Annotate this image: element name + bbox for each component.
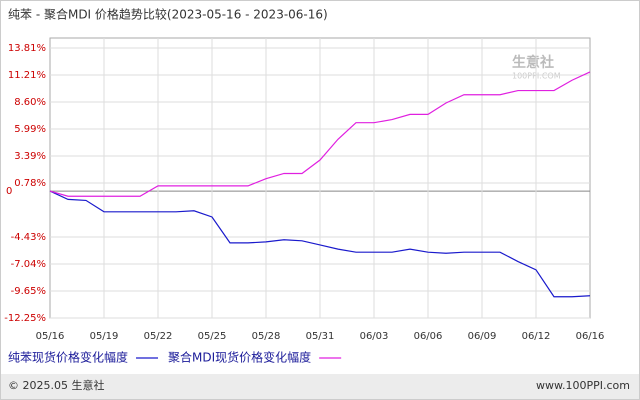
legend-label: 纯苯现货价格变化幅度: [8, 350, 128, 365]
y-tick-label: 5.99%: [14, 124, 46, 135]
x-tick-label: 06/03: [360, 331, 389, 342]
x-tick-label: 05/16: [36, 331, 65, 342]
x-tick-label: 05/22: [144, 331, 173, 342]
y-tick-label: 3.39%: [14, 151, 46, 162]
y-tick-label: -12.25%: [4, 313, 46, 324]
legend-label: 聚合MDI现货价格变化幅度: [168, 350, 311, 365]
y-tick-label: 0: [6, 186, 12, 197]
x-tick-label: 06/16: [576, 331, 605, 342]
y-tick-label: -9.65%: [11, 286, 46, 297]
footer-copyright: © 2025.05 生意社: [8, 378, 104, 392]
y-tick-label: -7.04%: [11, 259, 46, 270]
x-tick-label: 05/31: [306, 331, 335, 342]
x-tick-label: 06/12: [522, 331, 551, 342]
series-line: [49, 190, 591, 298]
y-tick-label: 0.78%: [14, 178, 46, 189]
x-tick-label: 05/25: [198, 331, 227, 342]
y-tick-label: 8.60%: [14, 97, 46, 108]
y-tick-label: 11.21%: [8, 70, 46, 81]
y-tick-label: 13.81%: [8, 43, 46, 54]
watermark-brand: 生意社: [512, 54, 554, 71]
x-tick-label: 05/19: [90, 331, 119, 342]
y-tick-label: -4.43%: [11, 232, 46, 243]
series-line: [49, 71, 591, 197]
chart-title: 纯苯 - 聚合MDI 价格趋势比较(2023-05-16 - 2023-06-1…: [8, 7, 328, 22]
x-tick-label: 06/09: [468, 331, 497, 342]
footer-site: www.100PPI.com: [536, 379, 630, 392]
x-tick-label: 05/28: [252, 331, 281, 342]
footer-band: [1, 374, 639, 399]
x-tick-label: 06/06: [414, 331, 443, 342]
